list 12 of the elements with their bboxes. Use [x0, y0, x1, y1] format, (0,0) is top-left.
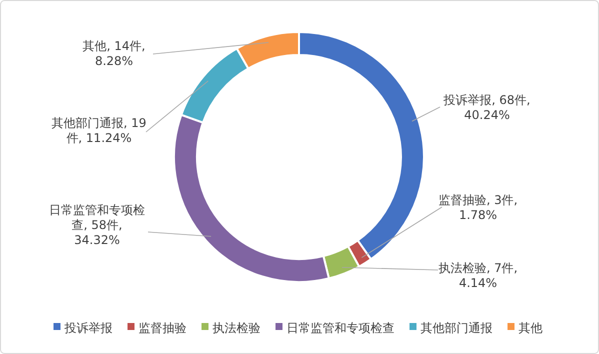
data-label: 其他部门通报, 19件, 11.24% — [52, 116, 146, 145]
data-label: 日常监管和专项检查, 58件, 34.32% — [49, 203, 145, 247]
legend-label: 日常监管和专项检查 — [286, 321, 394, 335]
data-label: 执法检验, 7件, 4.14% — [438, 261, 518, 290]
legend-label: 监督抽验 — [138, 321, 186, 335]
data-label: 投诉举报, 68件, 40.24% — [442, 93, 530, 122]
legend-label: 投诉举报 — [64, 321, 112, 335]
legend-label: 执法检验 — [212, 321, 260, 335]
legend-label: 其他 — [518, 321, 542, 335]
legend-label: 其他部门通报 — [420, 321, 492, 335]
data-label: 监督抽验, 3件, 1.78% — [438, 193, 518, 222]
data-label: 其他, 14件, 8.28% — [82, 39, 146, 68]
